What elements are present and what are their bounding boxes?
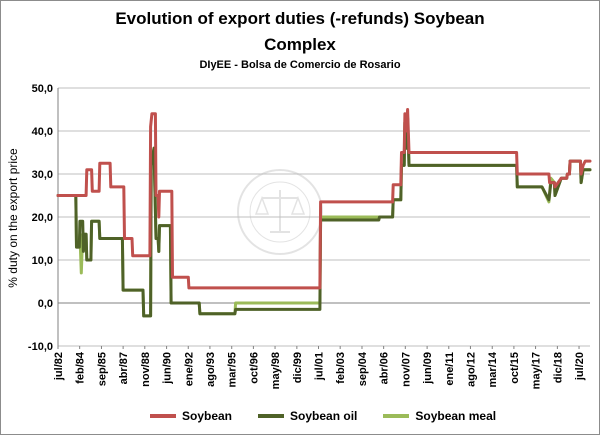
x-tick-label: ene/92 — [183, 352, 195, 386]
y-tick-label: 30,0 — [32, 169, 53, 181]
legend-label-soybean: Soybean — [182, 409, 233, 423]
watermark-seal — [237, 169, 323, 255]
x-tick-label: ene/11 — [444, 352, 456, 386]
x-tick-label: jul/82 — [53, 352, 65, 381]
x-tick-label: feb/03 — [335, 352, 347, 384]
x-tick-label: oct/15 — [509, 352, 521, 384]
chart-legend: Soybean Soybean oil Soybean meal — [150, 409, 496, 423]
x-tick-label: dic/18 — [552, 352, 564, 383]
x-tick-label: may/17 — [531, 352, 543, 389]
legend-swatch-soybean-oil — [258, 414, 285, 418]
x-tick-label: mar/14 — [487, 351, 499, 387]
y-tick-label: 10,0 — [32, 255, 53, 267]
x-tick-label: nov/07 — [400, 352, 412, 387]
x-tick-label: may/98 — [270, 352, 282, 389]
x-tick-label: ago/12 — [465, 352, 477, 387]
x-tick-label: jul/01 — [314, 352, 326, 381]
y-tick-label: -10,0 — [28, 341, 53, 353]
chart-title: Evolution of export duties (-refunds) So… — [115, 9, 485, 28]
chart-subtitle: DIyEE - Bolsa de Comercio de Rosario — [199, 59, 401, 71]
x-tick-label: ago/93 — [205, 352, 217, 387]
x-tick-label: abr/87 — [118, 352, 130, 384]
x-tick-label: abr/06 — [379, 352, 391, 384]
legend-swatch-soybean — [150, 414, 176, 418]
legend-swatch-soybean-meal — [383, 414, 410, 418]
legend-label-soybean-meal: Soybean meal — [415, 409, 497, 423]
y-tick-label: 40,0 — [32, 126, 53, 138]
x-tick-label: nov/88 — [140, 352, 152, 387]
x-tick-label: oct/96 — [248, 352, 260, 384]
x-tick-label: sep/04 — [357, 351, 369, 386]
x-tick-label: jun/09 — [422, 352, 434, 385]
y-axis-label: % duty on the export price — [6, 148, 20, 288]
series-line-soybean — [56, 108, 592, 290]
legend-item-soybean-meal: Soybean meal — [383, 409, 496, 423]
x-tick-label: jul/20 — [574, 352, 586, 381]
legend-item-soybean-oil: Soybean oil — [258, 409, 357, 423]
x-tick-label: sep/85 — [96, 352, 108, 386]
legend-item-soybean: Soybean — [150, 409, 232, 423]
x-tick-label: jun/90 — [162, 352, 174, 385]
x-tick-label: feb/84 — [75, 351, 87, 384]
x-tick-label: mar/95 — [227, 352, 239, 387]
y-tick-label: 0,0 — [38, 298, 53, 310]
legend-label-soybean-oil: Soybean oil — [290, 409, 358, 423]
chart-title-line2: Complex — [264, 35, 336, 54]
y-tick-label: 50,0 — [32, 83, 53, 95]
y-tick-label: 20,0 — [32, 212, 53, 224]
x-tick-label: dic/99 — [292, 352, 304, 383]
